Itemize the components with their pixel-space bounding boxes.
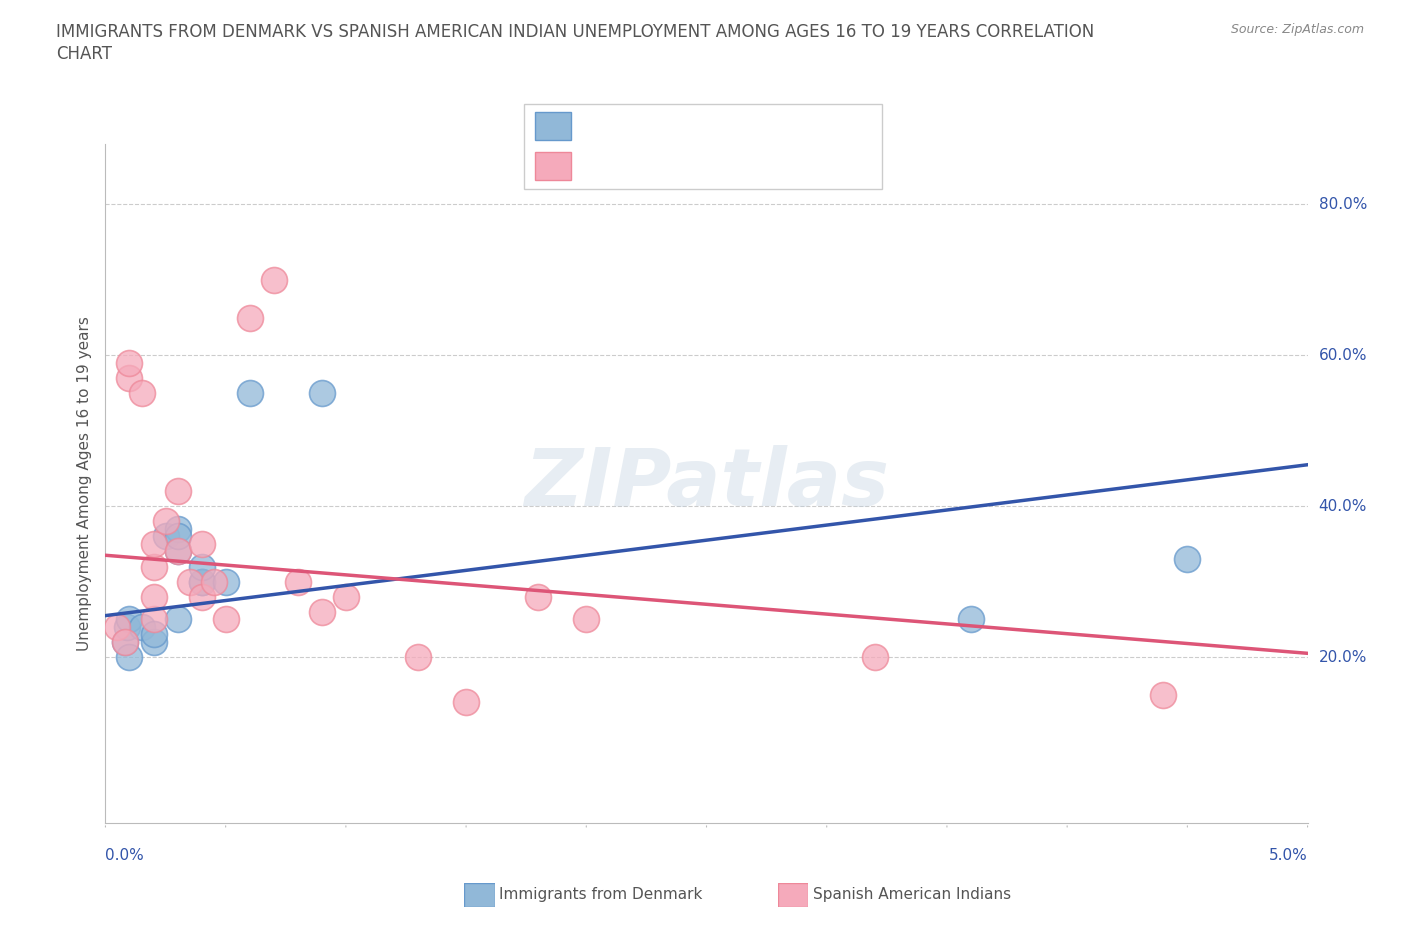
FancyBboxPatch shape <box>524 104 882 189</box>
Point <box>239 311 262 325</box>
Point <box>155 529 177 544</box>
Text: IMMIGRANTS FROM DENMARK VS SPANISH AMERICAN INDIAN UNEMPLOYMENT AMONG AGES 16 TO: IMMIGRANTS FROM DENMARK VS SPANISH AMERI… <box>56 23 1094 41</box>
Point <box>214 612 236 627</box>
Point <box>166 529 188 544</box>
Point <box>131 619 153 634</box>
Text: 0.0%: 0.0% <box>105 848 145 863</box>
Point <box>406 650 429 665</box>
Bar <box>534 112 571 140</box>
Point <box>190 537 212 551</box>
Point <box>118 650 141 665</box>
Point <box>142 612 165 627</box>
Point <box>960 612 983 627</box>
Point <box>142 590 165 604</box>
Point <box>190 590 212 604</box>
Text: 40.0%: 40.0% <box>1319 498 1367 513</box>
Point <box>311 604 333 619</box>
Point <box>527 590 550 604</box>
Point <box>114 634 136 649</box>
Text: 5.0%: 5.0% <box>1268 848 1308 863</box>
Point <box>107 619 129 634</box>
Point <box>131 386 153 401</box>
Text: 20.0%: 20.0% <box>1319 649 1367 665</box>
Text: Source: ZipAtlas.com: Source: ZipAtlas.com <box>1230 23 1364 36</box>
Point <box>287 574 309 589</box>
Point <box>214 574 236 589</box>
Point <box>1175 551 1198 566</box>
Text: 60.0%: 60.0% <box>1319 348 1367 363</box>
Point <box>166 612 188 627</box>
Point <box>142 634 165 649</box>
Point <box>263 272 285 287</box>
Point <box>575 612 598 627</box>
Text: ZIPatlas: ZIPatlas <box>524 445 889 523</box>
Point <box>118 355 141 370</box>
Point <box>190 574 212 589</box>
Bar <box>534 152 571 180</box>
Point <box>179 574 201 589</box>
Point <box>190 574 212 589</box>
Point <box>863 650 886 665</box>
Y-axis label: Unemployment Among Ages 16 to 19 years: Unemployment Among Ages 16 to 19 years <box>76 316 91 651</box>
Point <box>155 514 177 529</box>
Text: R = -0.138   N = 28: R = -0.138 N = 28 <box>586 157 749 175</box>
Point <box>115 619 138 634</box>
Point <box>190 559 212 574</box>
Point <box>454 695 477 710</box>
Point <box>202 574 225 589</box>
Point <box>118 370 141 385</box>
Point <box>311 386 333 401</box>
Point <box>335 590 357 604</box>
Point <box>1152 687 1174 702</box>
Text: Immigrants from Denmark: Immigrants from Denmark <box>499 887 703 902</box>
Point <box>166 544 188 559</box>
Point <box>142 559 165 574</box>
Point <box>166 522 188 537</box>
Text: Spanish American Indians: Spanish American Indians <box>813 887 1011 902</box>
Point <box>114 634 136 649</box>
Text: CHART: CHART <box>56 45 112 62</box>
Text: 80.0%: 80.0% <box>1319 197 1367 212</box>
Point <box>142 627 165 642</box>
Text: R =  0.463   N = 20: R = 0.463 N = 20 <box>586 117 748 135</box>
Point <box>142 537 165 551</box>
Point <box>166 544 188 559</box>
Point <box>239 386 262 401</box>
Point <box>118 612 141 627</box>
Point <box>166 484 188 498</box>
